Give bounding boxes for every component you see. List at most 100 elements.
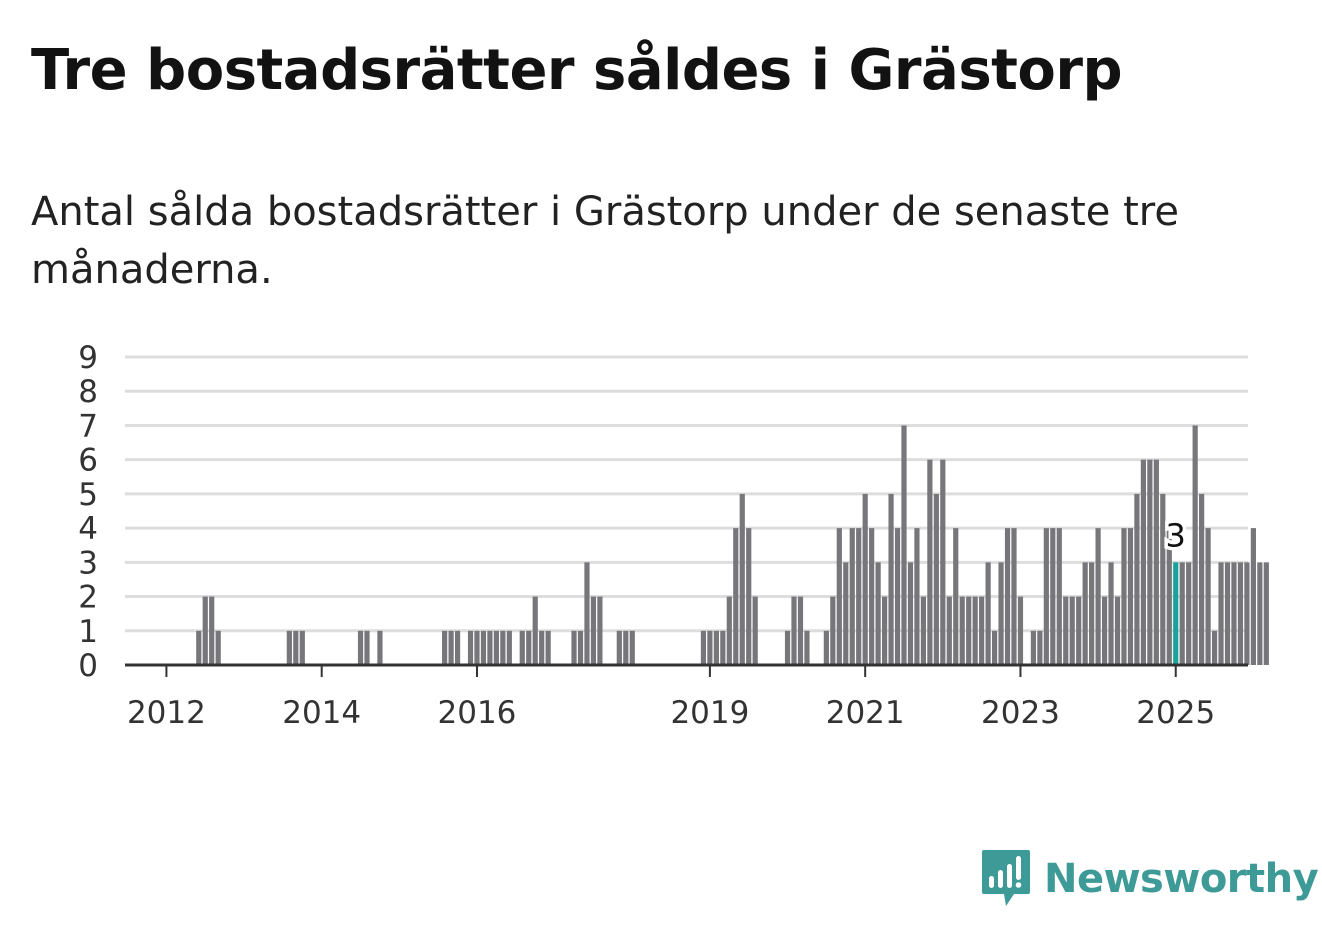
bar — [1179, 562, 1185, 665]
brand-logo: Newsworthy — [980, 848, 1319, 910]
bar — [1101, 596, 1108, 665]
bar — [577, 630, 584, 665]
gridlines — [125, 355, 1248, 633]
bar — [985, 562, 991, 665]
bar — [506, 630, 512, 665]
bar — [1166, 528, 1172, 665]
bar — [202, 596, 208, 665]
bar — [804, 630, 810, 665]
bar — [1160, 493, 1166, 665]
highlight-value-label: 3 — [1166, 516, 1186, 554]
bar-highlight — [1173, 562, 1179, 665]
bar — [1199, 493, 1205, 665]
bar — [196, 630, 202, 665]
x-tick-label-2016: 2016 — [438, 695, 517, 731]
bar — [1037, 630, 1043, 665]
y-tick-label-1: 1 — [78, 614, 98, 650]
bar — [1004, 528, 1011, 665]
x-tick-label-2014: 2014 — [282, 695, 361, 731]
y-tick-label-5: 5 — [78, 477, 98, 513]
bar — [526, 630, 532, 665]
bar — [1153, 459, 1159, 665]
bar — [875, 562, 881, 665]
bar — [474, 630, 480, 665]
bar — [539, 630, 545, 665]
bar — [823, 630, 829, 665]
bar — [726, 596, 732, 665]
bar — [286, 630, 292, 665]
bar — [1244, 562, 1250, 665]
bar — [442, 630, 448, 665]
bar — [487, 630, 493, 665]
bar — [836, 528, 842, 665]
bar — [616, 630, 622, 665]
bar — [869, 528, 875, 665]
x-tick-label-2023: 2023 — [981, 695, 1060, 731]
bar — [1076, 596, 1082, 665]
bar — [720, 630, 726, 665]
bar — [843, 562, 849, 665]
bar — [532, 596, 538, 665]
bar — [959, 596, 965, 665]
bar — [784, 630, 791, 665]
bar — [1108, 562, 1114, 665]
bar — [545, 630, 551, 665]
bar — [752, 596, 758, 665]
bar — [480, 630, 487, 665]
bar — [888, 493, 894, 665]
bar — [933, 493, 939, 665]
x-axis-ticks: 2012 2014 2016 2019 2021 2023 2025 — [127, 665, 1215, 731]
bar — [946, 596, 952, 665]
chart-title: Tre bostadsrätter såldes i Grästorp — [31, 38, 1123, 103]
bar — [1231, 562, 1237, 665]
bar — [377, 630, 383, 665]
bar — [467, 630, 474, 665]
brand-name: Newsworthy — [1044, 856, 1319, 902]
bar — [493, 630, 499, 665]
bar — [1134, 493, 1140, 665]
bar — [713, 630, 719, 665]
bar — [927, 459, 933, 665]
bar — [998, 562, 1004, 665]
bar — [739, 493, 745, 665]
bar — [209, 596, 215, 665]
bar — [830, 596, 836, 665]
bar — [1056, 528, 1062, 665]
bar — [940, 459, 946, 665]
bar — [1263, 562, 1269, 665]
bar — [454, 630, 461, 665]
bar — [1192, 425, 1198, 665]
bar — [1030, 630, 1036, 665]
bar — [953, 528, 959, 665]
bar — [1017, 596, 1024, 665]
bar — [920, 596, 927, 665]
bar — [500, 630, 506, 665]
bar — [894, 528, 901, 665]
bar — [293, 630, 299, 665]
bar — [1257, 562, 1263, 665]
y-tick-label-0: 0 — [78, 648, 98, 684]
bar — [1063, 596, 1069, 665]
bar — [1095, 528, 1101, 665]
bar — [862, 493, 868, 665]
bar — [597, 596, 603, 665]
bar — [1043, 528, 1049, 665]
data-labels: 3 — [1162, 513, 1189, 558]
y-tick-label-7: 7 — [78, 408, 98, 444]
bar — [797, 596, 804, 665]
bar — [746, 528, 752, 665]
bar — [791, 596, 797, 665]
bar — [571, 630, 577, 665]
bar — [1205, 528, 1211, 665]
bar — [357, 630, 364, 665]
bar — [1140, 459, 1146, 665]
bar — [1186, 562, 1192, 665]
bar — [733, 528, 739, 665]
bar — [1250, 528, 1256, 665]
bar — [1121, 528, 1127, 665]
bar — [590, 596, 597, 665]
bar — [1089, 562, 1095, 665]
bar — [979, 596, 985, 665]
bar — [519, 630, 525, 665]
